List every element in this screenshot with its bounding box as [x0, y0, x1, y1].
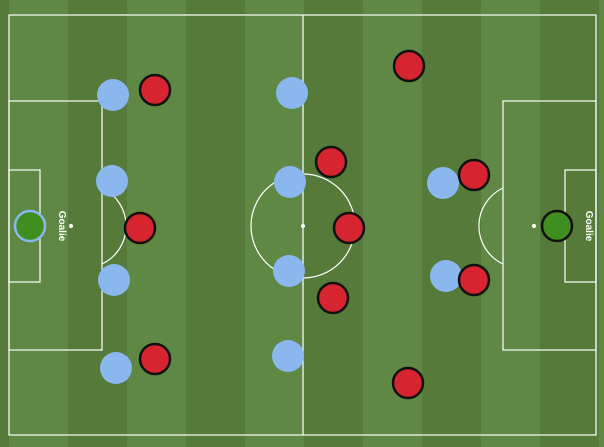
red-player[interactable] [332, 211, 366, 245]
players-layer: Goalie Goalie [13, 49, 594, 400]
light-blue-player[interactable] [272, 340, 304, 372]
pitch-stripe [186, 0, 245, 447]
goalie-right-token[interactable] [540, 209, 574, 243]
red-player[interactable] [314, 145, 348, 179]
light-blue-player[interactable] [100, 352, 132, 384]
red-player[interactable] [457, 158, 491, 192]
red-player[interactable] [391, 366, 425, 400]
red-player[interactable] [138, 73, 172, 107]
pitch-stripe [245, 0, 304, 447]
goalie-left-label: Goalie [56, 211, 67, 242]
red-player[interactable] [123, 211, 157, 245]
right-penalty-spot [531, 223, 537, 229]
light-blue-player[interactable] [427, 167, 459, 199]
goalie-right-label: Goalie [583, 211, 594, 242]
red-player[interactable] [392, 49, 426, 83]
center-spot [300, 223, 306, 229]
right-penalty-arc [478, 187, 504, 265]
pitch-stripe [481, 0, 540, 447]
light-blue-player[interactable] [276, 77, 308, 109]
light-blue-player[interactable] [98, 264, 130, 296]
light-blue-player[interactable] [273, 255, 305, 287]
light-blue-player[interactable] [274, 166, 306, 198]
light-blue-player[interactable] [430, 260, 462, 292]
red-player[interactable] [457, 263, 491, 297]
pitch-edge [0, 0, 9, 447]
pitch-stripe [599, 0, 604, 447]
pitch-stripe [422, 0, 481, 447]
goalie-left-token[interactable] [13, 209, 47, 243]
red-player[interactable] [316, 281, 350, 315]
red-player[interactable] [138, 342, 172, 376]
left-penalty-spot [68, 223, 74, 229]
light-blue-player[interactable] [97, 79, 129, 111]
light-blue-player[interactable] [96, 165, 128, 197]
